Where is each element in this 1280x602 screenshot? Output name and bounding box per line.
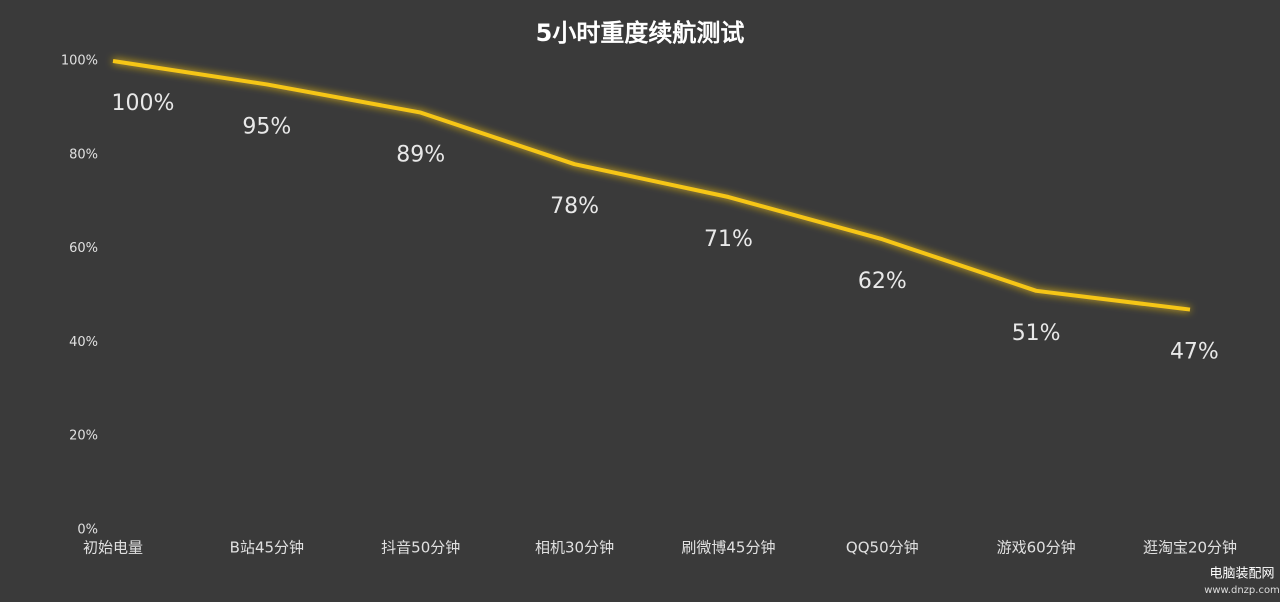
x-tick-label: 抖音50分钟 <box>381 539 460 557</box>
watermark: 电脑装配网 <box>1209 567 1274 582</box>
y-tick-label: 100% <box>61 54 98 69</box>
data-label: 47% <box>1170 340 1219 365</box>
x-tick-label: 刷微博45分钟 <box>681 539 775 557</box>
data-label: 89% <box>396 143 445 168</box>
data-label: 100% <box>112 91 175 116</box>
x-tick-label: 游戏60分钟 <box>997 539 1076 557</box>
x-tick-label: QQ50分钟 <box>846 539 919 557</box>
data-label: 78% <box>550 194 599 219</box>
data-label: 71% <box>704 227 753 252</box>
x-tick-label: 初始电量 <box>83 539 143 557</box>
x-tick-label: 逛淘宝20分钟 <box>1143 539 1237 557</box>
x-tick-label: 相机30分钟 <box>535 539 614 557</box>
watermark-url: www.dnzp.com <box>1204 585 1280 596</box>
y-tick-label: 60% <box>69 241 98 256</box>
x-tick-label: B站45分钟 <box>230 539 304 557</box>
data-label: 62% <box>858 269 907 294</box>
y-tick-label: 20% <box>69 429 98 444</box>
chart-title: 5小时重度续航测试 <box>536 19 745 47</box>
y-tick-label: 80% <box>69 147 98 162</box>
data-label: 51% <box>1012 321 1061 346</box>
data-line <box>112 59 1191 312</box>
y-tick-label: 40% <box>69 335 98 350</box>
y-tick-label: 0% <box>77 523 98 538</box>
data-label: 95% <box>242 114 291 139</box>
